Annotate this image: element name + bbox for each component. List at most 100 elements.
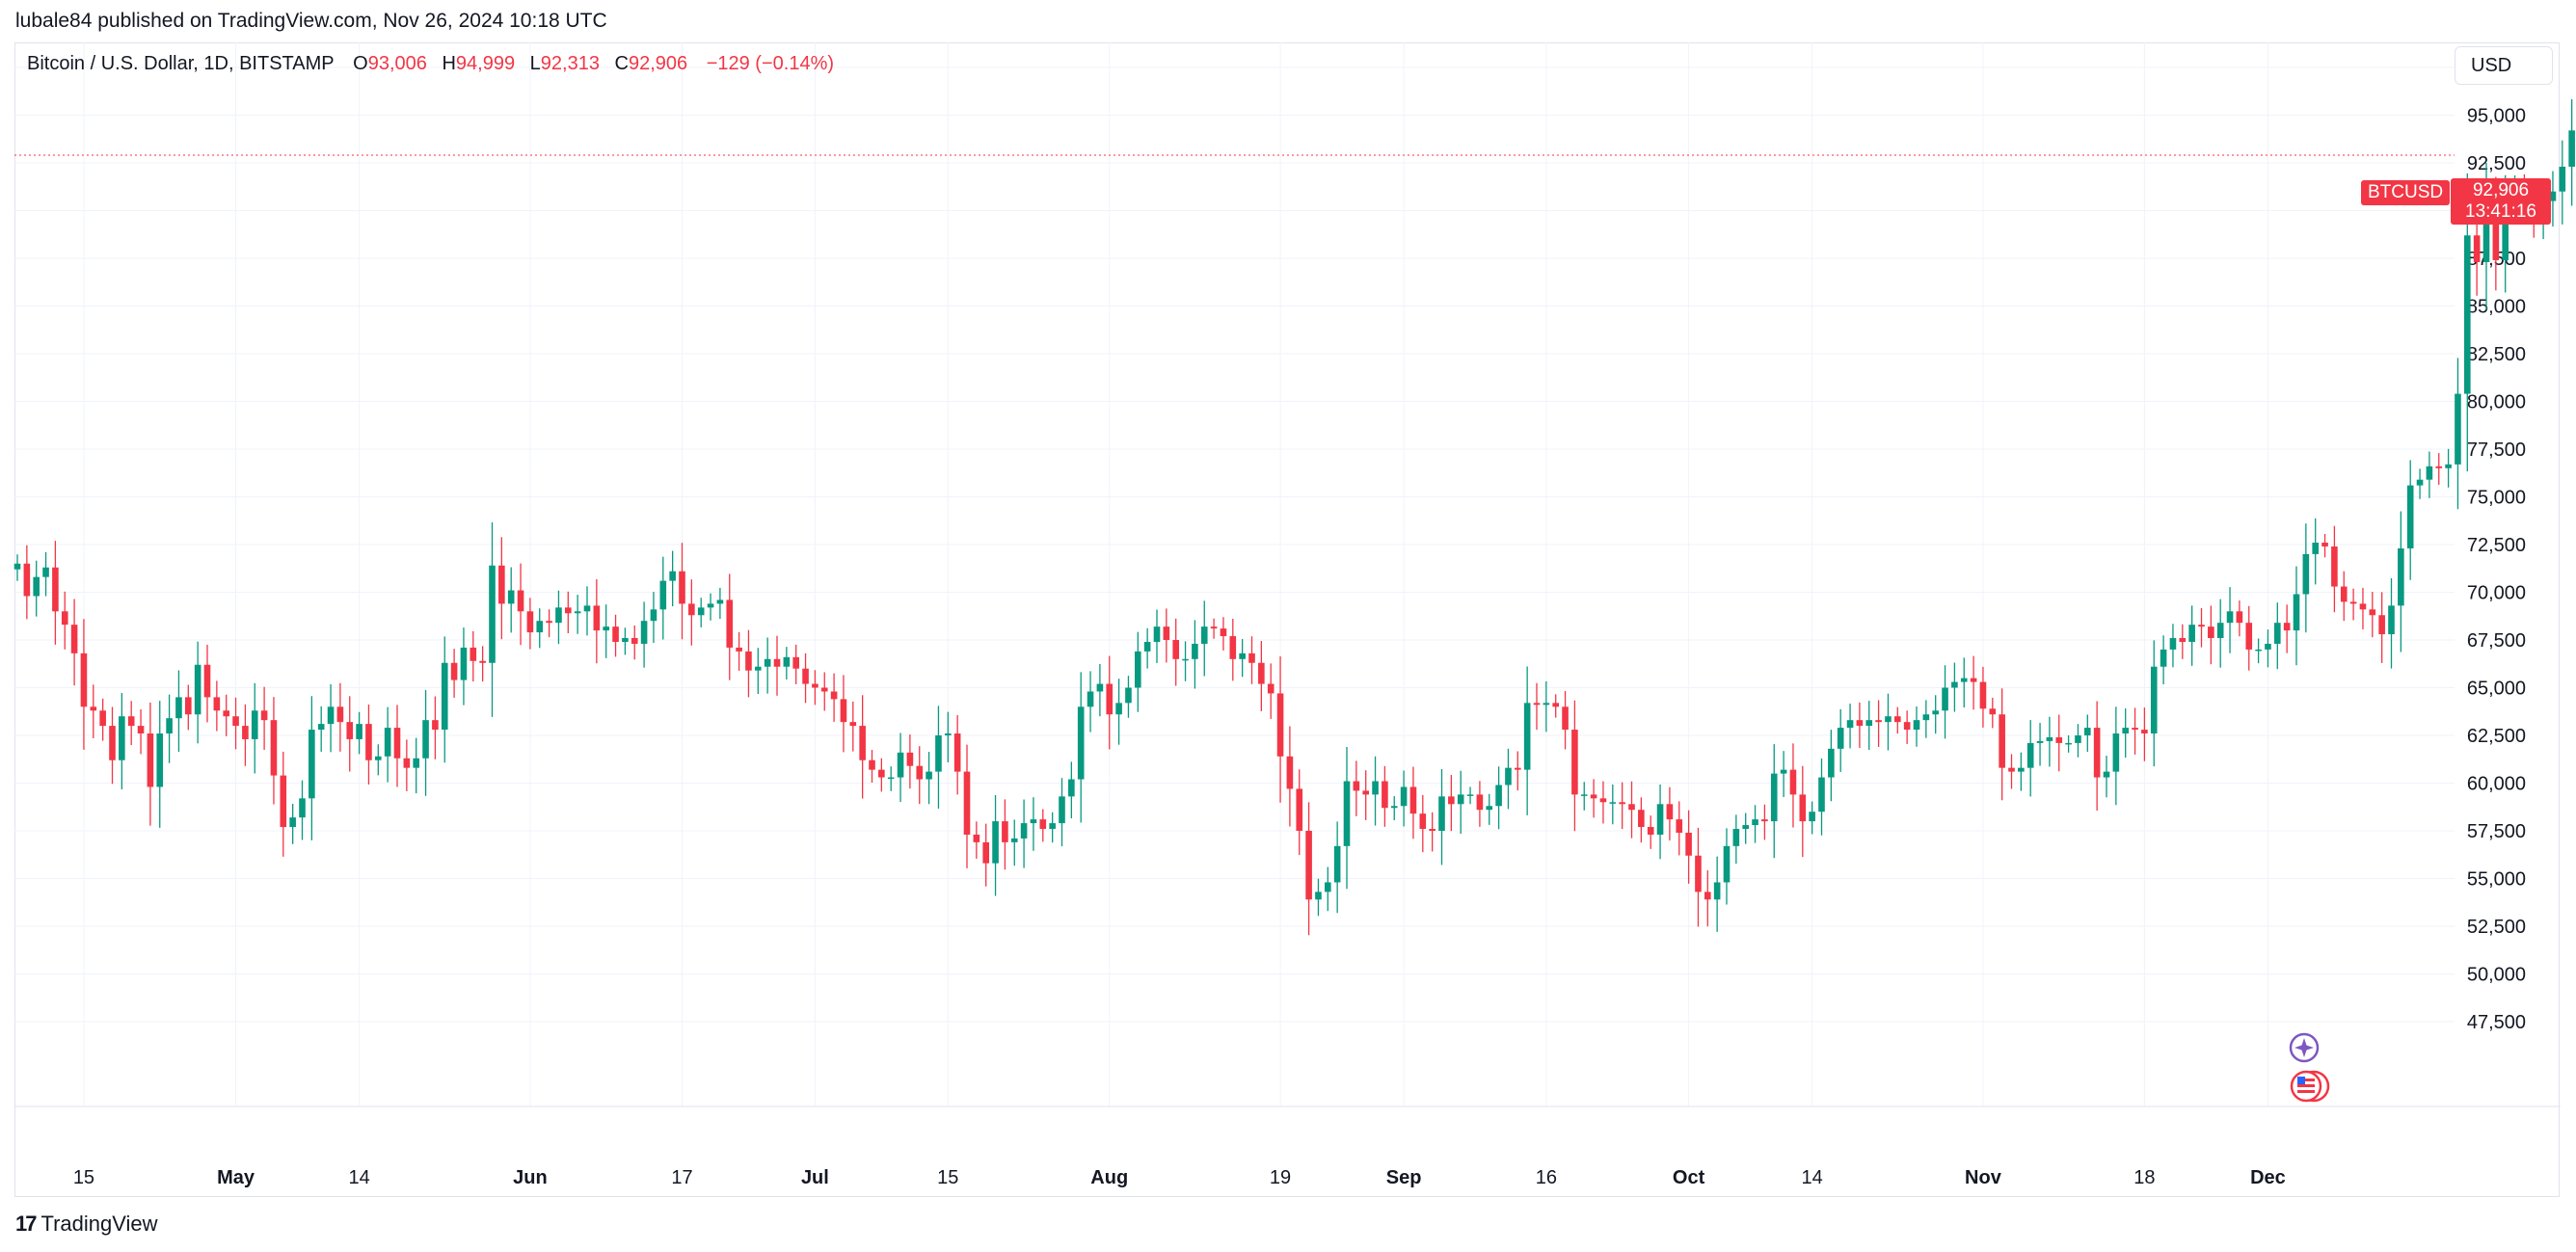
candle: [2036, 723, 2044, 766]
event-marker-us-flag-icon[interactable]: [2290, 1070, 2330, 1103]
candle: [1163, 608, 1170, 663]
candle: [935, 706, 942, 809]
candle: [1135, 631, 1141, 712]
candle: [1333, 821, 1341, 914]
candle: [622, 627, 629, 655]
y-tick-label: 95,000: [2467, 106, 2526, 127]
candle: [565, 591, 572, 633]
candle: [1818, 758, 1825, 836]
candle: [327, 683, 335, 753]
candle: [309, 696, 315, 840]
candle: [982, 823, 989, 887]
candle: [2274, 602, 2281, 670]
x-tick-label: 19: [1270, 1167, 1291, 1188]
candle: [2093, 701, 2101, 812]
candle: [1885, 693, 1892, 751]
candle: [432, 696, 439, 759]
candle: [2378, 592, 2385, 663]
y-tick-label: 75,000: [2467, 488, 2526, 509]
candle: [1372, 756, 1379, 826]
candle: [650, 592, 657, 643]
symbol-title: Bitcoin / U.S. Dollar, 1D, BITSTAMP: [27, 53, 335, 74]
candle: [1704, 870, 1711, 927]
candle: [1638, 797, 1645, 843]
candle: [460, 627, 468, 706]
change-value: −129 (−0.14%): [706, 53, 835, 74]
candle: [1466, 786, 1474, 805]
candle: [270, 697, 278, 805]
candle: [555, 590, 562, 645]
candle: [1239, 639, 1246, 678]
candle: [2435, 453, 2443, 485]
candle: [166, 694, 173, 763]
candle: [783, 647, 791, 680]
candle: [536, 608, 544, 649]
candle: [2331, 525, 2338, 613]
candle: [2160, 635, 2167, 685]
candle: [2169, 624, 2177, 668]
x-tick-label: 18: [2133, 1167, 2155, 1188]
candle: [2112, 706, 2120, 806]
candle: [916, 746, 924, 805]
candle: [1742, 812, 1749, 844]
candle: [2208, 605, 2214, 665]
candle: [1979, 666, 1987, 728]
candle: [2559, 140, 2566, 225]
candle: [745, 629, 752, 698]
x-tick-label: 17: [671, 1167, 692, 1188]
candle: [546, 609, 552, 638]
candle: [1619, 782, 1625, 830]
candle: [365, 704, 372, 785]
candle: [1049, 812, 1056, 843]
candle: [2198, 607, 2205, 648]
candle: [2293, 566, 2300, 666]
candle: [52, 541, 59, 645]
candle: [669, 550, 676, 607]
candle: [1523, 666, 1531, 815]
candle: [147, 702, 154, 826]
candle: [403, 739, 411, 791]
candle: [1695, 827, 1702, 927]
candle: [736, 631, 742, 671]
currency-selector-button[interactable]: USD: [2455, 46, 2553, 85]
candle: [906, 734, 914, 789]
symbol-price-tag: BTCUSD: [2361, 180, 2451, 205]
candle: [213, 680, 221, 732]
last-price-tag: 92,906 13:41:16: [2451, 178, 2551, 225]
y-tick-label: 67,500: [2467, 630, 2526, 652]
low-label: L: [529, 53, 541, 74]
candle: [1143, 627, 1151, 669]
candle: [450, 649, 458, 698]
candle: [336, 682, 344, 752]
candle: [13, 554, 21, 581]
y-tick-label: 85,000: [2467, 297, 2526, 318]
tradingview-logo[interactable]: 17 TradingView: [15, 1212, 158, 1237]
bar-countdown: 13:41:16: [2465, 201, 2536, 222]
candle: [1476, 781, 1484, 827]
candle: [1809, 801, 1815, 835]
candle: [1495, 766, 1502, 830]
candle: [489, 521, 496, 717]
candle: [812, 670, 818, 706]
x-tick-label: Dec: [2250, 1167, 2286, 1188]
candle: [1562, 690, 1569, 750]
candle: [2132, 707, 2138, 755]
high-value: 94,999: [455, 53, 516, 74]
candle: [953, 715, 961, 795]
candle: [820, 672, 828, 711]
candle: [1172, 618, 1179, 686]
candle: [2103, 756, 2110, 798]
grid-lines: [14, 42, 2455, 1106]
candle: [2302, 523, 2310, 633]
candle: [945, 711, 952, 763]
candle: [707, 593, 714, 621]
candle: [251, 682, 258, 774]
candle: [384, 706, 391, 783]
tradingview-logo-icon: 17: [15, 1212, 38, 1236]
candle: [393, 705, 401, 787]
y-tick-label: 65,000: [2467, 679, 2526, 700]
candle: [2150, 640, 2158, 767]
event-marker-star-icon[interactable]: [2289, 1032, 2320, 1063]
candle: [2359, 587, 2367, 630]
